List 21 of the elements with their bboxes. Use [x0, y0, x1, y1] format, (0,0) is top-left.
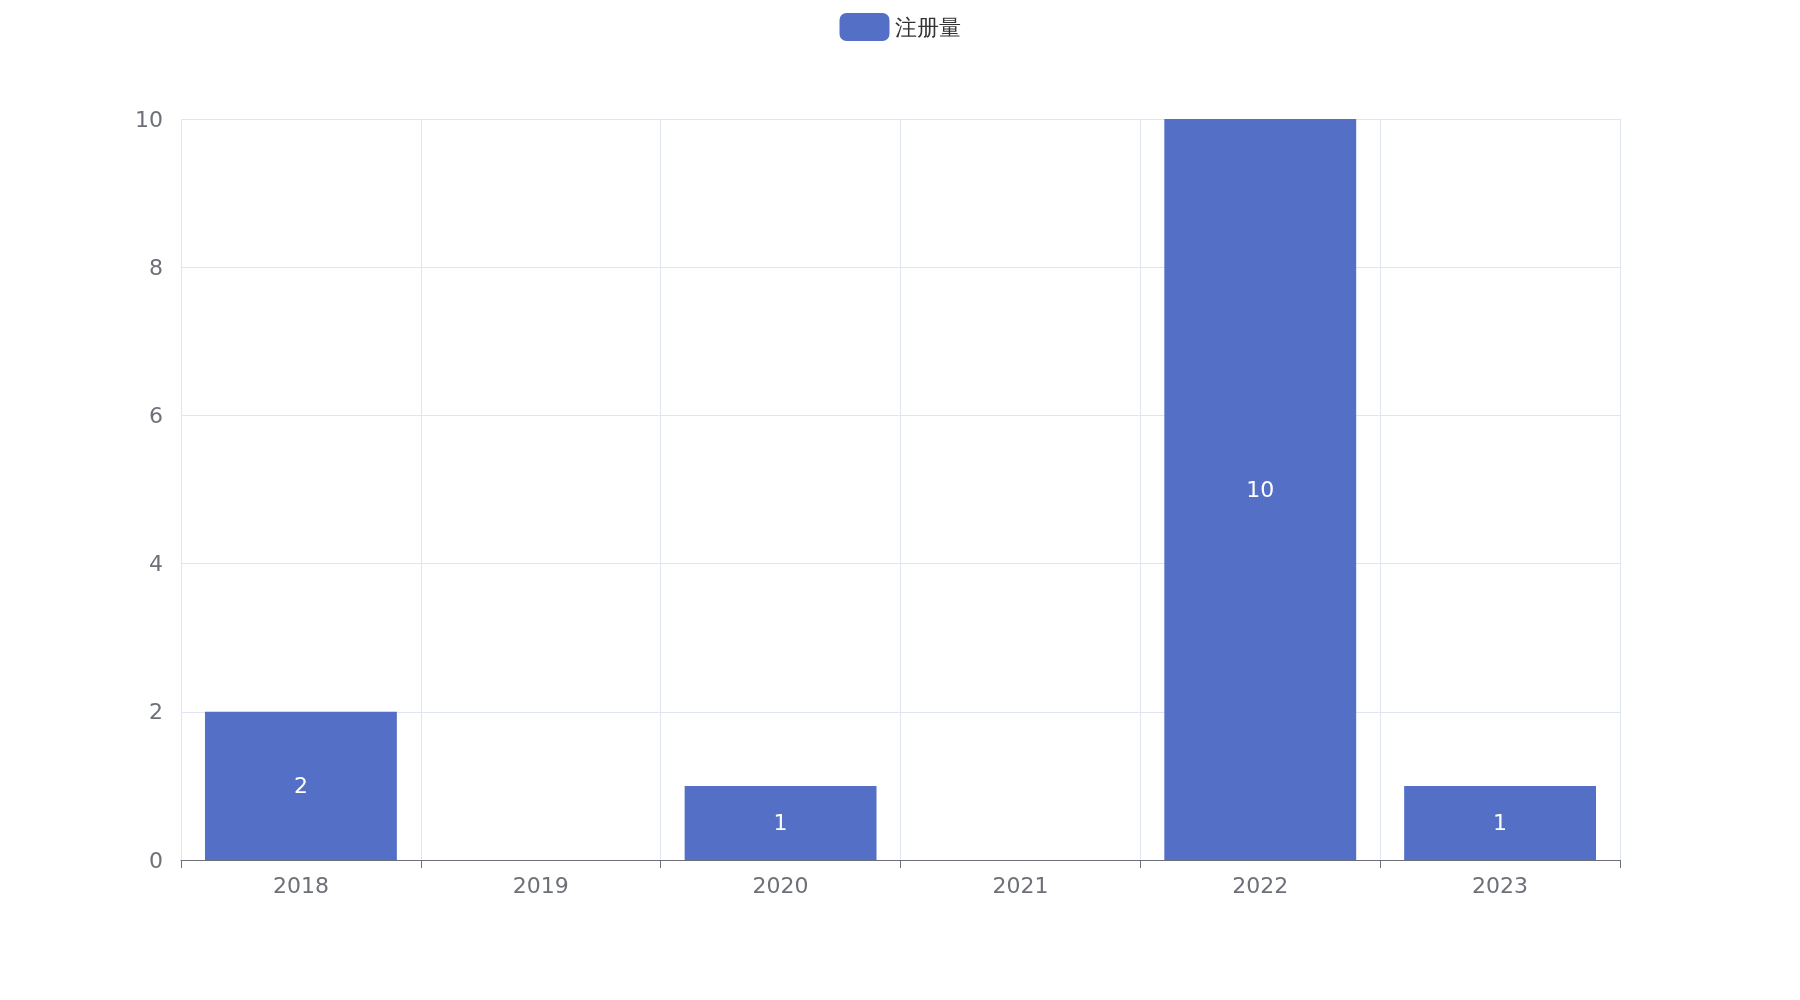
y-tick-label: 6 — [149, 402, 163, 428]
x-tick-label: 2021 — [992, 872, 1049, 898]
y-tick-label: 8 — [149, 254, 163, 280]
data-label: 2 — [293, 773, 308, 799]
data-label: 1 — [773, 810, 788, 836]
x-tick-label: 2019 — [512, 872, 569, 898]
x-tick-label: 2020 — [752, 872, 809, 898]
y-tick-label: 0 — [149, 847, 163, 873]
data-label: 10 — [1246, 477, 1275, 502]
legend-label: 注册量 — [894, 14, 961, 40]
x-tick-label: 2023 — [1472, 872, 1529, 898]
y-tick-label: 4 — [149, 551, 163, 577]
bar — [684, 785, 877, 860]
x-tick-label: 2022 — [1232, 872, 1289, 898]
bar — [1164, 119, 1357, 860]
y-tick-label: 2 — [149, 699, 163, 725]
bar — [1404, 785, 1597, 860]
data-label: 1 — [1493, 810, 1508, 836]
y-tick-label: 10 — [135, 106, 163, 132]
x-tick-label: 2018 — [272, 872, 329, 898]
bar — [204, 711, 397, 860]
